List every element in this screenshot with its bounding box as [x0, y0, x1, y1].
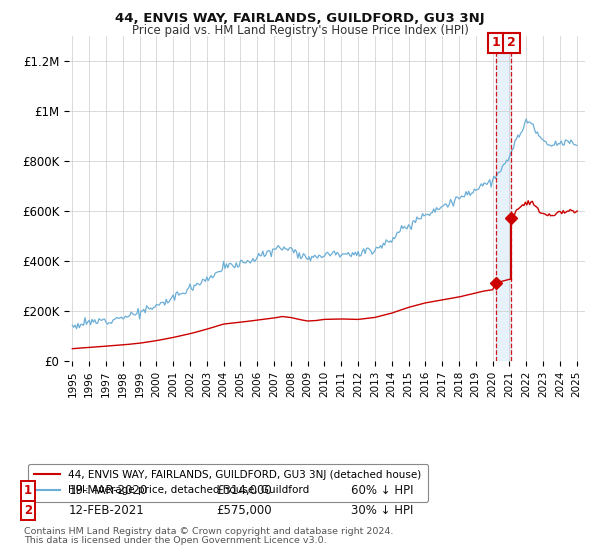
Text: Contains HM Land Registry data © Crown copyright and database right 2024.: Contains HM Land Registry data © Crown c…	[24, 526, 394, 536]
Text: 1: 1	[492, 36, 500, 49]
Text: 12-FEB-2021: 12-FEB-2021	[69, 504, 145, 517]
Text: 1: 1	[24, 484, 32, 497]
Bar	[496, 36, 511, 361]
Text: £575,000: £575,000	[216, 504, 272, 517]
Text: £314,000: £314,000	[216, 484, 272, 497]
Text: 60% ↓ HPI: 60% ↓ HPI	[351, 484, 413, 497]
Text: 2: 2	[24, 504, 32, 517]
Text: This data is licensed under the Open Government Licence v3.0.: This data is licensed under the Open Gov…	[24, 536, 326, 545]
Text: 44, ENVIS WAY, FAIRLANDS, GUILDFORD, GU3 3NJ: 44, ENVIS WAY, FAIRLANDS, GUILDFORD, GU3…	[115, 12, 485, 25]
Text: 19-MAR-2020: 19-MAR-2020	[69, 484, 148, 497]
Text: Price paid vs. HM Land Registry's House Price Index (HPI): Price paid vs. HM Land Registry's House …	[131, 24, 469, 36]
Text: 30% ↓ HPI: 30% ↓ HPI	[351, 504, 413, 517]
Legend: 44, ENVIS WAY, FAIRLANDS, GUILDFORD, GU3 3NJ (detached house), HPI: Average pric: 44, ENVIS WAY, FAIRLANDS, GUILDFORD, GU3…	[28, 464, 428, 502]
Text: 2: 2	[507, 36, 516, 49]
